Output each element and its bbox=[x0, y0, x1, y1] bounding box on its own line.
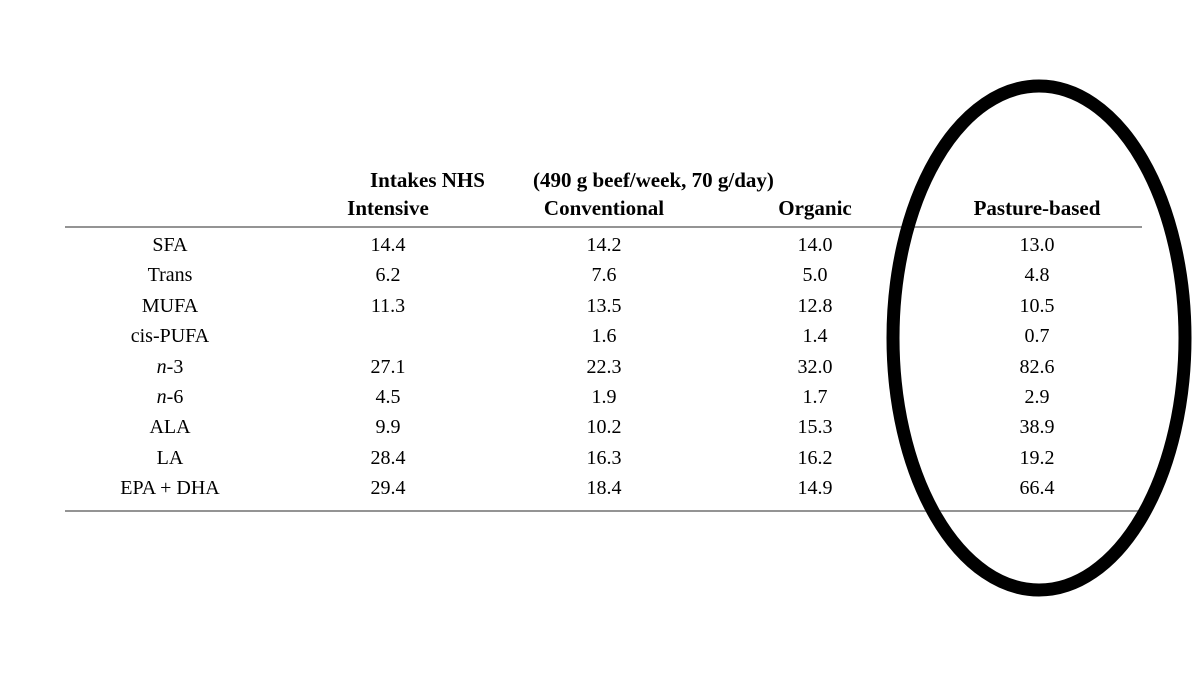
table-cell: 14.9 bbox=[797, 477, 833, 500]
row-label: ALA bbox=[120, 412, 219, 442]
row-label: n-3 bbox=[120, 352, 219, 382]
row-label-text: cis-PUFA bbox=[130, 325, 210, 348]
table-cell: 7.6 bbox=[591, 264, 617, 287]
row-label: EPA + DHA bbox=[120, 473, 219, 503]
table-cell: 9.9 bbox=[375, 416, 401, 439]
table-top-rule bbox=[65, 226, 1142, 228]
table-cell: 27.1 bbox=[370, 355, 406, 378]
column-header-pasture-based: Pasture-based bbox=[973, 196, 1101, 220]
row-label: SFA bbox=[120, 230, 219, 260]
table-cell: 4.8 bbox=[1024, 264, 1050, 287]
table-cell: 6.2 bbox=[375, 264, 401, 287]
table-cell: 19.2 bbox=[1019, 446, 1055, 469]
column-pasture-based-values: 13.0 4.8 10.5 0.7 82.6 2.9 38.9 19.2 66.… bbox=[1020, 230, 1055, 504]
table-cell: 14.4 bbox=[370, 234, 406, 256]
table-cell: 28.4 bbox=[370, 446, 406, 469]
table-cell: 1.7 bbox=[802, 385, 828, 408]
table-cell: 0.7 bbox=[1024, 325, 1050, 348]
table-cell: 11.3 bbox=[370, 294, 406, 317]
row-label: MUFA bbox=[120, 291, 219, 321]
row-label-text: LA bbox=[156, 446, 184, 469]
column-header-conventional: Conventional bbox=[543, 196, 665, 220]
row-label-text: -6 bbox=[166, 385, 184, 408]
table-cell: 2.9 bbox=[1024, 385, 1050, 408]
table-cell: 1.4 bbox=[802, 325, 828, 348]
table-title: Intakes NHS (490 g beef/week, 70 g/day) bbox=[370, 168, 774, 192]
row-label-text: EPA + DHA bbox=[120, 477, 220, 500]
table-cell: 16.2 bbox=[797, 446, 833, 469]
row-label-text: Trans bbox=[147, 264, 193, 287]
table-cell: 22.3 bbox=[586, 355, 622, 378]
table-cell: 10.5 bbox=[1019, 294, 1055, 317]
table-cell: 32.0 bbox=[797, 355, 833, 378]
table-cell: 18.4 bbox=[586, 477, 622, 500]
table-cell: 5.0 bbox=[802, 264, 828, 287]
table-cell: 13.0 bbox=[1019, 234, 1055, 256]
row-label: Trans bbox=[120, 260, 219, 290]
table-cell: 1.6 bbox=[591, 325, 617, 348]
table-cell: 14.2 bbox=[586, 234, 622, 256]
column-row-labels: SFA Trans MUFA cis-PUFA n-3 n-6 ALA LA E… bbox=[120, 230, 219, 504]
table-cell: 66.4 bbox=[1019, 477, 1055, 500]
row-label-text: -3 bbox=[166, 355, 184, 378]
column-organic-values: 14.0 5.0 12.8 1.4 32.0 1.7 15.3 16.2 14.… bbox=[798, 230, 833, 504]
row-label-italic-prefix: n bbox=[156, 355, 167, 378]
table-cell bbox=[371, 321, 406, 351]
row-label: n-6 bbox=[120, 382, 219, 412]
column-header-intensive: Intensive bbox=[347, 196, 429, 220]
row-label: cis-PUFA bbox=[120, 321, 219, 351]
table-cell: 13.5 bbox=[586, 294, 622, 317]
row-label: LA bbox=[120, 443, 219, 473]
row-label-text: MUFA bbox=[141, 294, 199, 317]
table-bottom-rule bbox=[65, 510, 1142, 512]
table-cell: 29.4 bbox=[370, 477, 406, 500]
column-intensive-values: 14.4 6.2 11.3 27.1 4.5 9.9 28.4 29.4 bbox=[371, 230, 406, 504]
table-cell: 4.5 bbox=[375, 385, 401, 408]
table-cell: 12.8 bbox=[797, 294, 833, 317]
row-label-text: SFA bbox=[152, 234, 188, 256]
row-label-text: ALA bbox=[149, 416, 191, 439]
table-cell: 38.9 bbox=[1019, 416, 1055, 439]
table-title-intakes: Intakes NHS bbox=[370, 168, 485, 192]
table-cell: 15.3 bbox=[797, 416, 833, 439]
table-cell: 16.3 bbox=[586, 446, 622, 469]
row-label-italic-prefix: n bbox=[156, 385, 167, 408]
table-cell: 1.9 bbox=[591, 385, 617, 408]
table-cell: 14.0 bbox=[797, 234, 833, 256]
column-conventional-values: 14.2 7.6 13.5 1.6 22.3 1.9 10.2 16.3 18.… bbox=[587, 230, 622, 504]
table-title-portion: (490 g beef/week, 70 g/day) bbox=[533, 168, 774, 192]
column-header-organic: Organic bbox=[778, 196, 852, 220]
table-cell: 82.6 bbox=[1019, 355, 1055, 378]
table-cell: 10.2 bbox=[586, 416, 622, 439]
